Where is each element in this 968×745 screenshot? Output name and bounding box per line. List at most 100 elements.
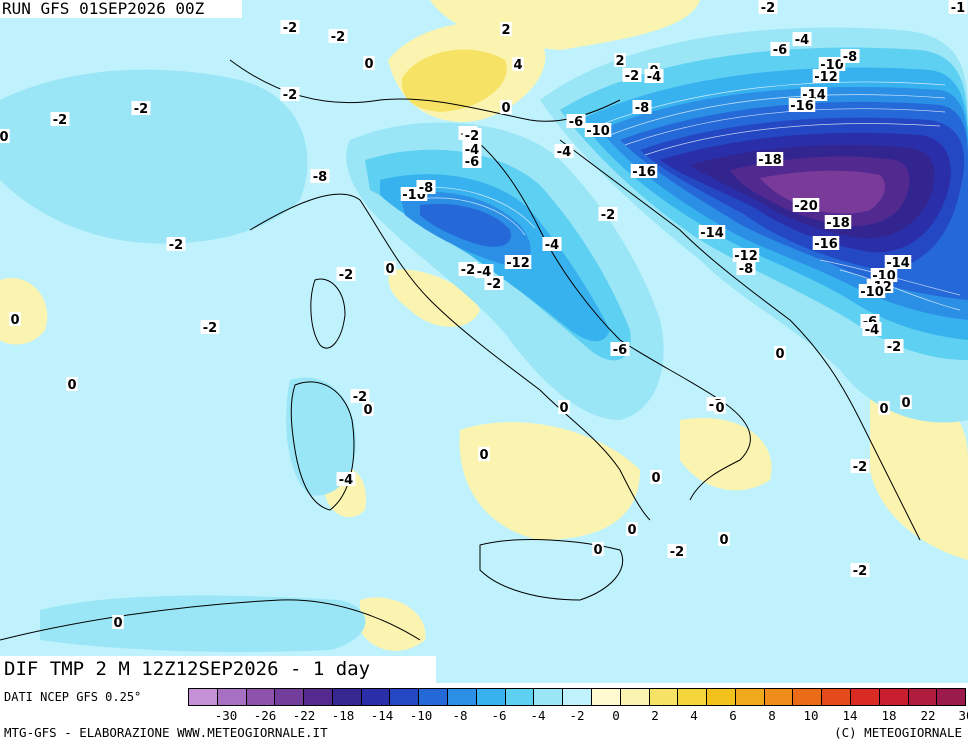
contour-label-text: -10 — [586, 124, 610, 139]
pos-zone-tuscany — [388, 269, 480, 327]
contour-label: 0 — [900, 395, 912, 411]
colorbar-tick-label: -2 — [569, 708, 585, 723]
contour-label-text: -2 — [169, 238, 183, 253]
contour-label: -4 — [542, 237, 562, 253]
contour-label-text: -6 — [773, 43, 787, 58]
colorbar-swatch — [189, 689, 218, 705]
contour-label-text: -4 — [545, 238, 559, 253]
contour-label: -6 — [610, 342, 630, 358]
contour-label-text: 0 — [385, 262, 394, 277]
contour-label-text: -2 — [134, 102, 148, 117]
contour-label: -8 — [840, 49, 860, 65]
contour-label-text: -4 — [647, 70, 661, 85]
colorbar-tick-label: 8 — [768, 708, 776, 723]
pos-zone-ionian — [680, 418, 772, 491]
contour-label-text: -2 — [601, 208, 615, 223]
contour-label: 2 — [614, 53, 626, 69]
colorbar-tick-label: 6 — [729, 708, 737, 723]
contour-label-text: -12 — [814, 70, 838, 85]
contour-label-text: 4 — [513, 58, 522, 73]
contour-label: 0 — [714, 400, 726, 416]
contour-label-text: -2 — [331, 30, 345, 45]
colorbar-tick-label: -10 — [409, 708, 433, 723]
contour-label: 0 — [592, 542, 604, 558]
contour-label-text: -18 — [758, 153, 782, 168]
colorbar-swatch — [764, 689, 794, 705]
coast-italy-west — [249, 193, 651, 521]
colorbar-swatch — [649, 689, 679, 705]
colorbar-swatch — [850, 689, 880, 705]
contour-label: -2 — [350, 389, 370, 405]
colorbar-swatch — [620, 689, 650, 705]
contour-label-text: -2 — [339, 268, 353, 283]
contour-label-text: -6 — [569, 115, 583, 130]
colorbar-swatch — [908, 689, 938, 705]
contour-label-text: -6 — [465, 155, 479, 170]
contour-label: 2 — [500, 22, 512, 38]
colorbar-swatch — [678, 689, 708, 705]
contour-label: -18 — [756, 152, 784, 168]
contour-label-text: -4 — [865, 323, 879, 338]
contour-label: -4 — [554, 144, 574, 160]
contour-label-text: 0 — [364, 57, 373, 72]
contour-label: 0 — [774, 346, 786, 362]
contour-label: -12 — [812, 69, 840, 85]
contour-label-text: -12 — [734, 249, 758, 264]
contour-label-text: -4 — [795, 33, 809, 48]
contour-label: -12 — [732, 248, 760, 264]
contour-label-text: -16 — [814, 237, 838, 252]
contour-label: 0 — [558, 400, 570, 416]
contour-label: 0 — [9, 312, 21, 328]
contour-label: 0 — [626, 522, 638, 538]
colorbar-swatch — [591, 689, 621, 705]
colorbar-swatch — [217, 689, 247, 705]
contour-label: -2 — [622, 68, 642, 84]
contour-label: -2 — [200, 320, 220, 336]
neg20-east — [760, 170, 885, 214]
contour-label-text: -10 — [860, 285, 884, 300]
contour-label-text: 0 — [67, 378, 76, 393]
contour-label: -4 — [336, 472, 356, 488]
colorbar-swatch — [304, 689, 333, 705]
colorbar-tick-label: -14 — [370, 708, 394, 723]
pos-zone-alps-core — [401, 49, 507, 112]
contour-label-text: -8 — [419, 181, 433, 196]
contour-label-text: -14 — [886, 256, 910, 271]
contour-label: 0 — [500, 100, 512, 116]
contour-label: 0 — [384, 261, 396, 277]
contour-label-text: -2 — [670, 545, 684, 560]
contour-label-text: -2 — [487, 277, 501, 292]
contour-label: -10 — [858, 284, 886, 300]
contour-label: 0 — [66, 377, 78, 393]
contour-label-text: -2 — [853, 564, 867, 579]
colorbar-tick-label: -18 — [331, 708, 355, 723]
contour-label-text: -6 — [613, 343, 627, 358]
contour-label-text: -2 — [283, 21, 297, 36]
contour-label-text: 0 — [879, 402, 888, 417]
contour-label: -6 — [770, 42, 790, 58]
colorbar-tick-label: 18 — [881, 708, 897, 723]
contour-label: 0 — [878, 401, 890, 417]
neg2-west — [0, 69, 308, 244]
contour-label: -14 — [884, 255, 912, 271]
neg10-italy — [420, 203, 511, 247]
colorbar-tick-label: 14 — [842, 708, 858, 723]
coast-sicily — [479, 539, 624, 601]
pos-zone-north — [430, 0, 700, 50]
contour-label-text: 0 — [501, 101, 510, 116]
neg2-sardinia — [286, 377, 356, 496]
contour-label: -2 — [280, 20, 300, 36]
contour-label-text: -2 — [625, 69, 639, 84]
coastlines — [0, 59, 921, 641]
colorbar-swatch — [448, 689, 477, 705]
contour-label-text: -18 — [826, 216, 850, 231]
neg2-africa — [40, 595, 366, 652]
colorbar-swatch — [937, 689, 966, 705]
contour-label: 0 — [650, 470, 662, 486]
contour-label: -6 — [462, 154, 482, 170]
contour-label-text: 0 — [651, 471, 660, 486]
contour-label: -4 — [644, 69, 664, 85]
contour-label: -2 — [484, 276, 504, 292]
contour-label-text: 2 — [615, 54, 624, 69]
contour-label-text: -16 — [632, 165, 656, 180]
